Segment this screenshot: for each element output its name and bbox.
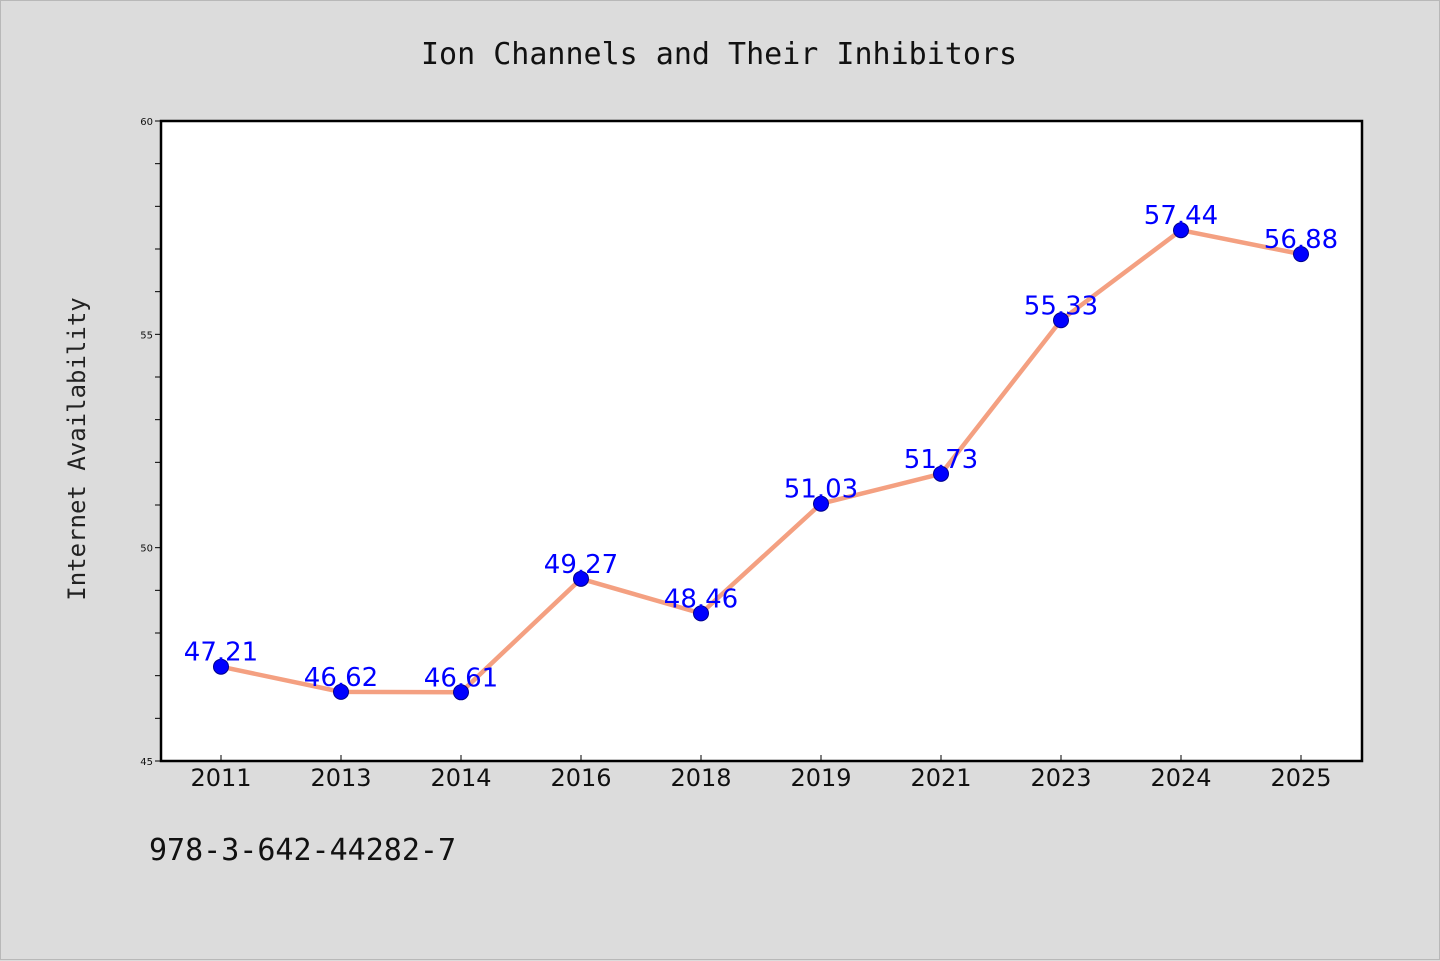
x-tick-label: 2024 xyxy=(1150,764,1211,792)
data-label: 46.62 xyxy=(304,663,378,693)
data-point xyxy=(693,605,709,622)
x-tick-label: 2011 xyxy=(190,764,251,792)
x-tick-label: 2019 xyxy=(790,764,851,792)
data-point xyxy=(213,658,229,675)
y-tick-label: 60 xyxy=(140,117,153,128)
y-tick-label: 50 xyxy=(140,544,153,555)
x-tick-label: 2014 xyxy=(430,764,491,792)
data-label: 51.03 xyxy=(784,475,858,505)
data-point xyxy=(1173,222,1189,239)
chart-title: Ion Channels and Their Inhibitors xyxy=(421,37,1017,72)
y-axis: 45 50 55 60 xyxy=(140,117,161,768)
data-label: 47.21 xyxy=(184,638,258,668)
y-tick-label: 45 xyxy=(140,757,153,768)
plot-area xyxy=(161,121,1362,761)
data-label: 57.44 xyxy=(1144,201,1218,231)
plot-frame xyxy=(159,119,1364,763)
data-label: 55.33 xyxy=(1024,291,1098,321)
x-tick-label: 2013 xyxy=(310,764,371,792)
footer-code: 978-3-642-44282-7 xyxy=(149,833,457,868)
data-label: 48.46 xyxy=(664,584,738,614)
data-label: 56.88 xyxy=(1264,225,1338,255)
data-point xyxy=(333,683,349,700)
data-label: 46.61 xyxy=(424,663,498,693)
data-label: 51.73 xyxy=(904,445,978,475)
x-tick-label: 2025 xyxy=(1270,764,1331,792)
y-axis-title: Internet Availability xyxy=(63,297,91,600)
x-axis: 2011 2013 2014 2016 2018 2019 2021 2023 2024 2025 xyxy=(190,755,1332,792)
x-tick-label: 2016 xyxy=(550,764,611,792)
series-line xyxy=(220,227,1302,695)
data-point xyxy=(573,570,589,587)
data-label: 49.27 xyxy=(544,550,618,580)
data-point xyxy=(933,465,949,482)
x-tick-label: 2018 xyxy=(670,764,731,792)
y-tick-label: 55 xyxy=(140,330,153,341)
series-line-group: 47.21 46.62 46.61 49.27 48.46 51.03 51.73 55.33… xyxy=(184,201,1338,701)
x-tick-label: 2023 xyxy=(1030,764,1091,792)
data-point xyxy=(1053,312,1069,329)
data-point xyxy=(813,495,829,512)
data-point xyxy=(1293,246,1309,263)
data-point xyxy=(453,684,469,701)
x-tick-label: 2021 xyxy=(910,764,971,792)
